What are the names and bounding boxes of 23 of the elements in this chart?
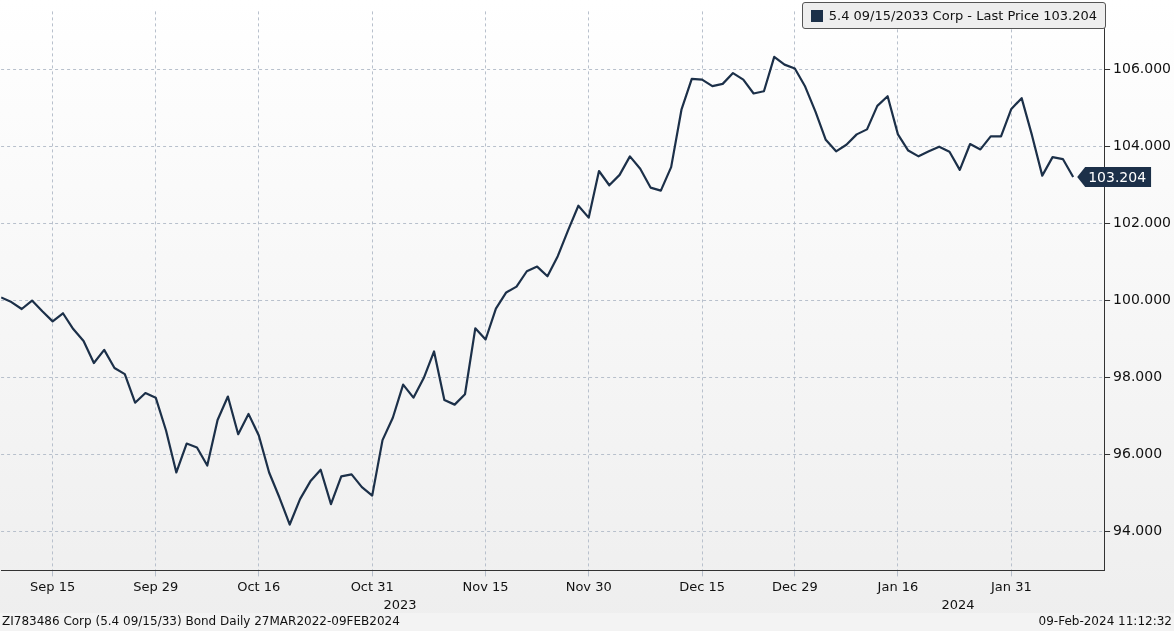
- text: 2024: [941, 597, 975, 612]
- x-tick-label: Dec 15: [679, 578, 725, 594]
- y-tick-label: 96.000: [1113, 445, 1163, 462]
- text: 2023: [383, 597, 417, 612]
- y-tick-label: 102.000: [1113, 214, 1172, 231]
- x-tick-label: Jan 16: [876, 578, 919, 594]
- legend-label: 5.4 09/15/2033 Corp - Last Price 103.204: [828, 8, 1097, 23]
- x-tick-label: Nov 15: [462, 578, 509, 594]
- data-label: 103.204: [1088, 168, 1147, 185]
- text: 09-Feb-2024 11:12:32: [1038, 614, 1172, 628]
- y-tick-label: 94.000: [1113, 522, 1163, 539]
- y-tick-label: 98.000: [1113, 368, 1163, 385]
- x-tick-label: Sep 29: [133, 578, 179, 594]
- y-tick-label: 104.000: [1113, 136, 1172, 153]
- x-tick-label: Oct 31: [350, 578, 394, 594]
- x-tick-label: Sep 15: [30, 578, 76, 594]
- x-tick-label: Jan 31: [989, 578, 1032, 594]
- y-tick-label: 100.000: [1113, 291, 1172, 308]
- x-tick-label: Dec 29: [771, 578, 818, 594]
- y-tick-label: 106.000: [1113, 59, 1172, 76]
- text: ZI783486 Corp (5.4 09/15/33) Bond Daily 27MAR2022-09FEB2024: [2, 614, 400, 628]
- x-tick-label: Nov 30: [565, 578, 612, 594]
- x-tick-label: Oct 16: [237, 578, 281, 594]
